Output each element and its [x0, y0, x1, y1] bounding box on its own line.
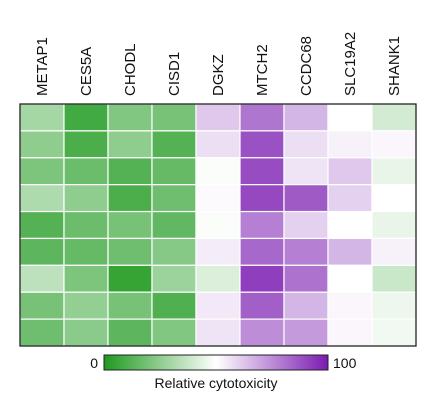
heatmap-cell-mtch2-row-1 [239, 103, 285, 132]
heatmap-cell-slc19a2-row-3 [327, 157, 373, 186]
heatmap-cell-shank1-row-1 [371, 103, 417, 132]
heatmap-cell-mtch2-row-7 [239, 264, 285, 293]
heatmap-cell-slc19a2-row-6 [327, 237, 373, 266]
heatmap-border [19, 103, 417, 347]
heatmap-cell-slc19a2-row-1 [327, 103, 373, 132]
heatmap-cell-metap1-row-7 [19, 264, 65, 293]
colorbar-title: Relative cytotoxicity [155, 375, 278, 391]
heatmap-cell-cisd1-row-5 [151, 210, 197, 240]
heatmap-cell-ces5a-row-2 [63, 130, 109, 159]
heatmap-cell-chodl-row-7 [107, 264, 153, 293]
heatmap-cell-cisd1-row-3 [151, 157, 197, 186]
heatmap-cell-metap1-row-6 [19, 237, 65, 266]
heatmap-cell-shank1-row-3 [371, 157, 417, 186]
heatmap-cell-dgkz-row-9 [195, 318, 241, 347]
heatmap-cell-slc19a2-row-8 [327, 291, 373, 320]
heatmap-cell-shank1-row-7 [371, 264, 417, 293]
heatmap-cell-slc19a2-row-2 [327, 130, 373, 159]
heatmap-cell-slc19a2-row-4 [327, 184, 373, 213]
heatmap-cell-metap1-row-2 [19, 130, 65, 159]
heatmap-cell-cisd1-row-9 [151, 318, 197, 347]
heatmap-cell-chodl-row-4 [107, 184, 153, 213]
heatmap-cell-shank1-row-8 [371, 291, 417, 320]
column-label-ccdc68: CCDC68 [298, 36, 315, 96]
column-label-slc19a2: SLC19A2 [342, 32, 359, 96]
heatmap-cell-shank1-row-6 [371, 237, 417, 266]
heatmap-cell-cisd1-row-8 [151, 291, 197, 320]
heatmap-cell-chodl-row-2 [107, 130, 153, 159]
heatmap-cell-mtch2-row-8 [239, 291, 285, 320]
heatmap-cell-ccdc68-row-7 [283, 264, 329, 293]
heatmap-cell-ccdc68-row-4 [283, 184, 329, 213]
colorbar [103, 354, 329, 371]
heatmap-cell-cisd1-row-6 [151, 237, 197, 266]
heatmap-cell-metap1-row-1 [19, 103, 65, 132]
heatmap-cell-mtch2-row-9 [239, 318, 285, 347]
heatmap-cell-cisd1-row-7 [151, 264, 197, 293]
column-label-cisd1: CISD1 [166, 52, 183, 96]
heatmap-cell-dgkz-row-1 [195, 103, 241, 132]
column-label-ces5a: CES5A [78, 47, 95, 96]
heatmap-cell-mtch2-row-3 [239, 157, 285, 186]
heatmap-cell-ces5a-row-6 [63, 237, 109, 266]
heatmap-cell-chodl-row-5 [107, 210, 153, 240]
heatmap-cell-slc19a2-row-9 [327, 318, 373, 347]
heatmap-cell-ces5a-row-7 [63, 264, 109, 293]
heatmap-cell-ces5a-row-4 [63, 184, 109, 213]
heatmap-cell-shank1-row-4 [371, 184, 417, 213]
heatmap-cell-ccdc68-row-2 [283, 130, 329, 159]
heatmap-cell-shank1-row-5 [371, 210, 417, 240]
heatmap-cell-ccdc68-row-8 [283, 291, 329, 320]
heatmap-cell-metap1-row-5 [19, 210, 65, 240]
heatmap-cell-dgkz-row-6 [195, 237, 241, 266]
heatmap-cell-metap1-row-9 [19, 318, 65, 347]
column-label-shank1: SHANK1 [386, 36, 403, 96]
heatmap-cell-dgkz-row-7 [195, 264, 241, 293]
heatmap-cell-dgkz-row-3 [195, 157, 241, 186]
heatmap-cell-mtch2-row-2 [239, 130, 285, 159]
heatmap-cell-chodl-row-3 [107, 157, 153, 186]
heatmap-cell-metap1-row-4 [19, 184, 65, 213]
column-label-dgkz: DGKZ [210, 54, 227, 96]
heatmap-cell-cisd1-row-2 [151, 130, 197, 159]
heatmap-cell-ccdc68-row-5 [283, 210, 329, 240]
heatmap-cell-shank1-row-9 [371, 318, 417, 347]
heatmap-cell-shank1-row-2 [371, 130, 417, 159]
heatmap-cell-ces5a-row-3 [63, 157, 109, 186]
heatmap-cell-ces5a-row-5 [63, 210, 109, 240]
heatmap-cell-ces5a-row-1 [63, 103, 109, 132]
heatmap-grid [19, 103, 417, 347]
heatmap-cell-ccdc68-row-9 [283, 318, 329, 347]
heatmap-cell-slc19a2-row-5 [327, 210, 373, 240]
heatmap-cell-mtch2-row-4 [239, 184, 285, 213]
heatmap-cell-metap1-row-3 [19, 157, 65, 186]
heatmap-cell-dgkz-row-5 [195, 210, 241, 240]
heatmap-cell-ccdc68-row-6 [283, 237, 329, 266]
heatmap-cell-slc19a2-row-7 [327, 264, 373, 293]
heatmap-cell-mtch2-row-6 [239, 237, 285, 266]
column-label-mtch2: MTCH2 [254, 44, 271, 96]
heatmap-cell-chodl-row-9 [107, 318, 153, 347]
heatmap-cell-cisd1-row-1 [151, 103, 197, 132]
heatmap-cell-chodl-row-6 [107, 237, 153, 266]
colorbar-min-label: 0 [90, 355, 98, 371]
heatmap-cell-mtch2-row-5 [239, 210, 285, 240]
heatmap-cell-cisd1-row-4 [151, 184, 197, 213]
heatmap-cell-dgkz-row-8 [195, 291, 241, 320]
column-label-chodl: CHODL [122, 43, 139, 96]
heatmap-cell-ces5a-row-8 [63, 291, 109, 320]
colorbar-max-label: 100 [333, 355, 357, 371]
heatmap-cell-ces5a-row-9 [63, 318, 109, 347]
column-label-metap1: METAP1 [34, 37, 51, 96]
heatmap-cell-chodl-row-1 [107, 103, 153, 132]
heatmap-cell-ccdc68-row-3 [283, 157, 329, 186]
heatmap-cell-metap1-row-8 [19, 291, 65, 320]
heatmap-cell-dgkz-row-4 [195, 184, 241, 213]
heatmap-cell-ccdc68-row-1 [283, 103, 329, 132]
heatmap-cell-chodl-row-8 [107, 291, 153, 320]
column-labels: METAP1 CES5A CHODL CISD1 DGKZ MTCH2 CCDC68 SLC1… [34, 32, 403, 96]
heatmap-cell-dgkz-row-2 [195, 130, 241, 159]
